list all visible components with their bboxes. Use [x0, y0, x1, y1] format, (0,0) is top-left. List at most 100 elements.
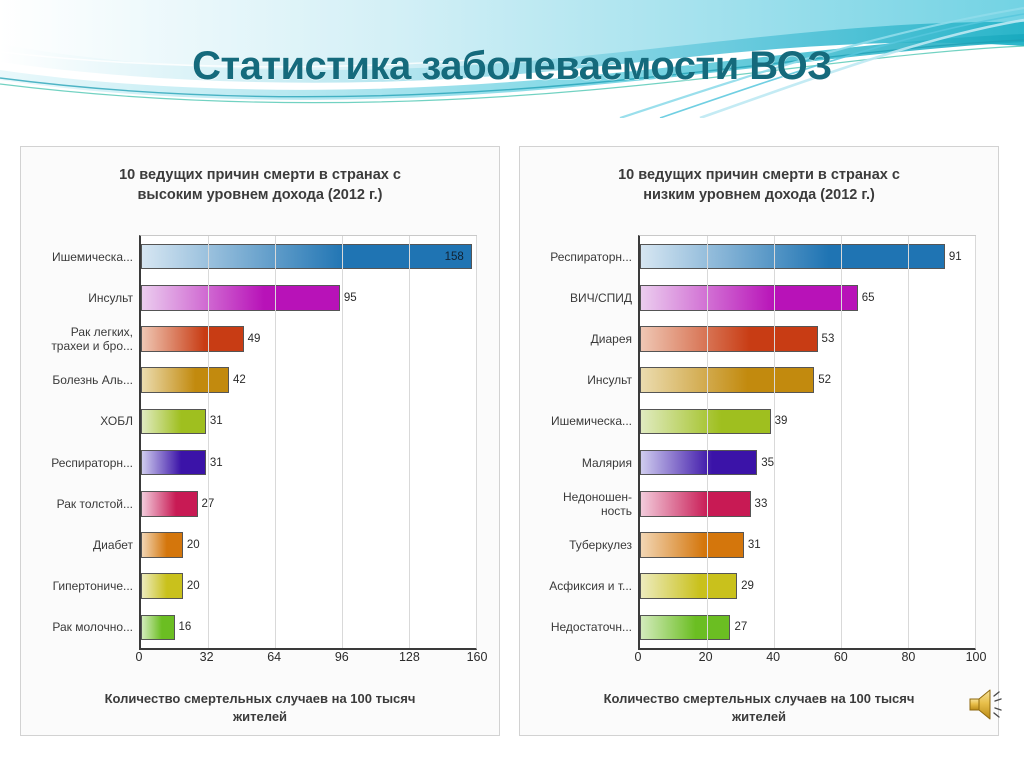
category-label: Респираторн... [51, 455, 133, 470]
bar: 39 [640, 408, 787, 435]
banner-wave-graphic [0, 0, 1024, 118]
category-label: Болезнь Аль... [52, 373, 133, 388]
bar: 29 [640, 573, 754, 599]
gridline [908, 236, 909, 648]
bar-rows-high-income: Ишемическа... 158 Инсульт 95 Рак легких, трах… [51, 236, 476, 648]
x-tick-label: 0 [634, 650, 642, 664]
x-tick-label: 160 [466, 650, 488, 664]
bar-value-label: 16 [178, 621, 192, 634]
bar-row: Рак молочно... 16 [52, 607, 476, 648]
x-tick-label: 60 [833, 650, 848, 664]
chart-title-line1: 10 ведущих причин смерти в странах с [119, 167, 401, 183]
plot-area-low-income: Респираторн... 91 ВИЧ/СПИД 65 Диарея 53 Инсуль… [549, 235, 976, 650]
bar: 65 [640, 285, 875, 311]
bar-row: Ишемическа... 39 [551, 401, 975, 442]
category-label: Ишемическа... [551, 414, 632, 429]
x-axis-caption-line1: Количество смертельных случаев на 100 ты… [104, 691, 416, 706]
bar-row: Респираторн... 31 [51, 442, 476, 483]
bar: 95 [141, 285, 357, 311]
x-tick-label: 96 [334, 650, 349, 664]
category-label: Диабет [92, 537, 133, 552]
bar-value-label: 42 [232, 374, 246, 387]
chart-panel-low-income: 10 ведущих причин смерти в странах с низ… [519, 146, 999, 736]
bar: 53 [640, 326, 834, 352]
bar-row: Малярия 35 [582, 442, 975, 483]
category-label: Рак легких, трахеи и бро... [51, 324, 133, 353]
bar-value-label: 95 [343, 291, 357, 304]
gridline [975, 236, 976, 648]
bar-row: Инсульт 52 [587, 360, 975, 401]
category-label: Рак молочно... [52, 620, 133, 635]
gridline [774, 236, 775, 648]
bar: 49 [141, 326, 260, 352]
bar-rows-low-income: Респираторн... 91 ВИЧ/СПИД 65 Диарея 53 Инсуль… [549, 236, 975, 648]
gridline [707, 236, 708, 648]
bar: 27 [141, 491, 214, 517]
category-label: Ишемическа... [52, 249, 133, 264]
bar-value-label: 33 [754, 497, 768, 510]
bar-row: Рак толстой... 27 [57, 483, 476, 524]
chart-title-line2: высоким уровнем дохода (2012 г.) [137, 187, 383, 203]
gridline [275, 236, 276, 648]
bar-value-label: 91 [948, 250, 962, 263]
bar: 33 [640, 491, 767, 517]
bar-row: Болезнь Аль... 42 [52, 360, 476, 401]
bar-value-label: 158 [444, 250, 464, 263]
bar: 158 [141, 243, 472, 270]
category-label: Гипертониче... [52, 579, 133, 594]
bar-value-label: 52 [818, 374, 831, 387]
gridline [342, 236, 343, 648]
chart-title-line1: 10 ведущих причин смерти в странах с [618, 167, 900, 183]
bar-value-label: 31 [209, 415, 223, 428]
bar: 27 [640, 614, 747, 641]
bar: 52 [640, 367, 831, 393]
bar: 20 [141, 573, 200, 599]
bar-row: Гипертониче... 20 [53, 566, 476, 607]
bar-value-label: 49 [247, 332, 261, 345]
category-label: Недостаточн... [550, 620, 632, 635]
bar-value-label: 31 [747, 538, 761, 551]
bar-row: Ишемическа... 158 [52, 236, 476, 277]
bar-value-label: 65 [861, 291, 875, 304]
plot-area-high-income: Ишемическа... 158 Инсульт 95 Рак легких, трах… [51, 235, 477, 650]
gridline [208, 236, 209, 648]
chart-title-low-income: 10 ведущих причин смерти в странах с низ… [520, 165, 998, 205]
category-label: Рак толстой... [56, 496, 133, 511]
bar-row: ХОБЛ 31 [100, 401, 476, 442]
bar-value-label: 27 [734, 621, 748, 634]
chart-title-line2: низким уровнем дохода (2012 г.) [643, 187, 875, 203]
bar-row: Рак легких, трахеи и бро... 49 [51, 318, 476, 359]
x-tick-label: 64 [267, 650, 282, 664]
bar-value-label: 20 [186, 580, 200, 593]
bar-value-label: 39 [774, 415, 788, 428]
x-axis-caption-line2: жителей [232, 709, 288, 724]
bar: 42 [141, 367, 246, 393]
bar: 16 [141, 614, 191, 641]
bar-row: Инсульт 95 [88, 277, 476, 318]
bar-row: Туберкулез 31 [569, 524, 975, 565]
x-axis-caption-line1: Количество смертельных случаев на 100 ты… [603, 691, 915, 706]
x-tick-label: 32 [199, 650, 214, 664]
plot-wrap-high-income: Ишемическа... 158 Инсульт 95 Рак легких, трах… [21, 235, 499, 724]
x-tick-label: 128 [398, 650, 420, 664]
bar-row: Асфиксия и т... 29 [549, 566, 975, 607]
speaker-volume-icon[interactable] [968, 686, 1010, 722]
x-axis-low-income: 0 20 40 60 80 100 [520, 650, 998, 668]
bar: 20 [141, 532, 200, 558]
bar-row: ВИЧ/СПИД 65 [570, 277, 975, 318]
x-axis-caption-high-income: Количество смертельных случаев на 100 ты… [21, 690, 499, 726]
page-title: Статистика заболеваемости ВОЗ [192, 44, 832, 88]
bar: 35 [640, 449, 774, 476]
x-tick-label: 0 [135, 650, 143, 664]
x-tick-label: 80 [901, 650, 916, 664]
bar-value-label: 53 [821, 332, 835, 345]
category-label: Малярия [581, 455, 632, 470]
category-label: Инсульт [88, 290, 133, 305]
bar: 31 [640, 532, 761, 558]
bar-row: Диарея 53 [591, 318, 975, 359]
bar-row: Недоношен-ность 33 [563, 483, 975, 524]
x-axis-caption-line2: жителей [731, 709, 787, 724]
x-tick-label: 20 [698, 650, 713, 664]
category-label: Недоношен-ность [563, 489, 632, 518]
bar-row: Респираторн... 91 [550, 236, 975, 277]
